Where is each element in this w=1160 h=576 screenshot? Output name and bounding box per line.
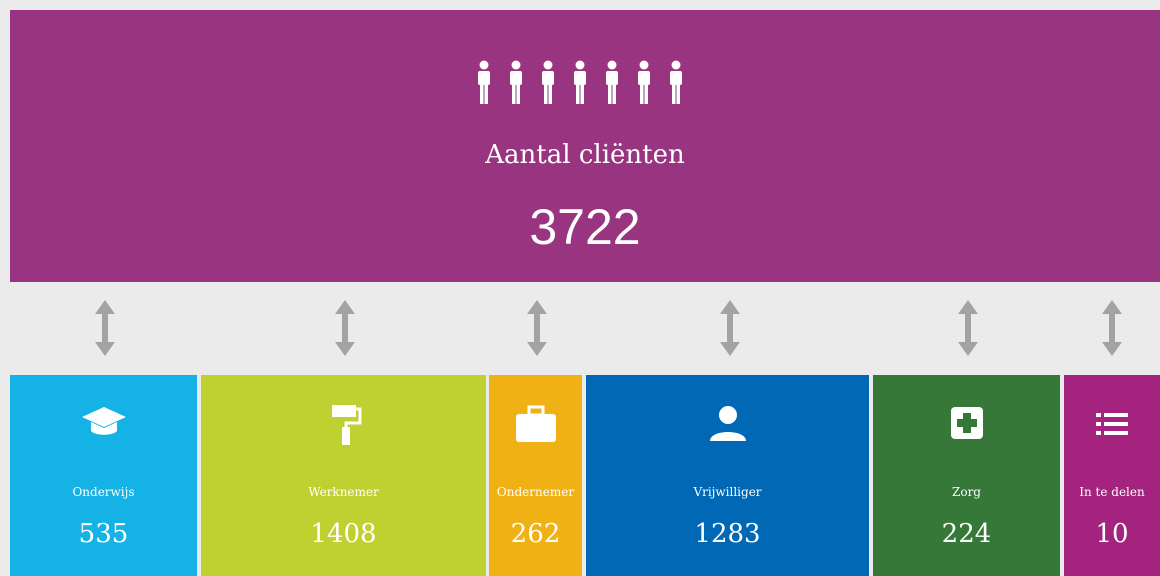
briefcase-icon [515,405,556,442]
tile: Onderwijs 535 [10,375,197,576]
tile: Ondernemer 262 [489,375,582,576]
people-icon [478,60,682,104]
arrow [1102,300,1122,356]
tile-value: 1408 [310,519,377,549]
roller-icon [331,405,361,445]
arrow [335,300,355,356]
tile-label: Ondernemer [496,485,575,499]
arrow [95,300,115,356]
header-panel: Aantal cliënten 3722 [10,10,1160,282]
header-total: 3722 [529,199,641,255]
list-icon [1096,413,1128,435]
arrow [527,300,547,356]
tile: Zorg 224 [873,375,1060,576]
person-icon [709,406,746,441]
tile-label: In te delen [1079,485,1145,499]
tile: In te delen 10 [1064,375,1160,576]
tile: Vrijwilliger 1283 [586,375,869,576]
header-title: Aantal cliënten [485,140,685,170]
tile-label: Onderwijs [72,485,135,499]
tile-value: 10 [1095,519,1129,549]
tile-value: 224 [941,519,992,549]
tile-value: 262 [510,519,561,549]
arrow [958,300,978,356]
tile-label: Vrijwilliger [693,485,762,499]
tile-label: Werknemer [308,485,379,499]
tile-label: Zorg [952,485,981,499]
arrow [720,300,740,356]
education-icon [81,407,126,435]
tile-value: 1283 [694,519,761,549]
medical-icon [950,407,983,439]
people-icons [10,60,1160,111]
tile: Werknemer 1408 [201,375,486,576]
tile-value: 535 [78,519,129,549]
